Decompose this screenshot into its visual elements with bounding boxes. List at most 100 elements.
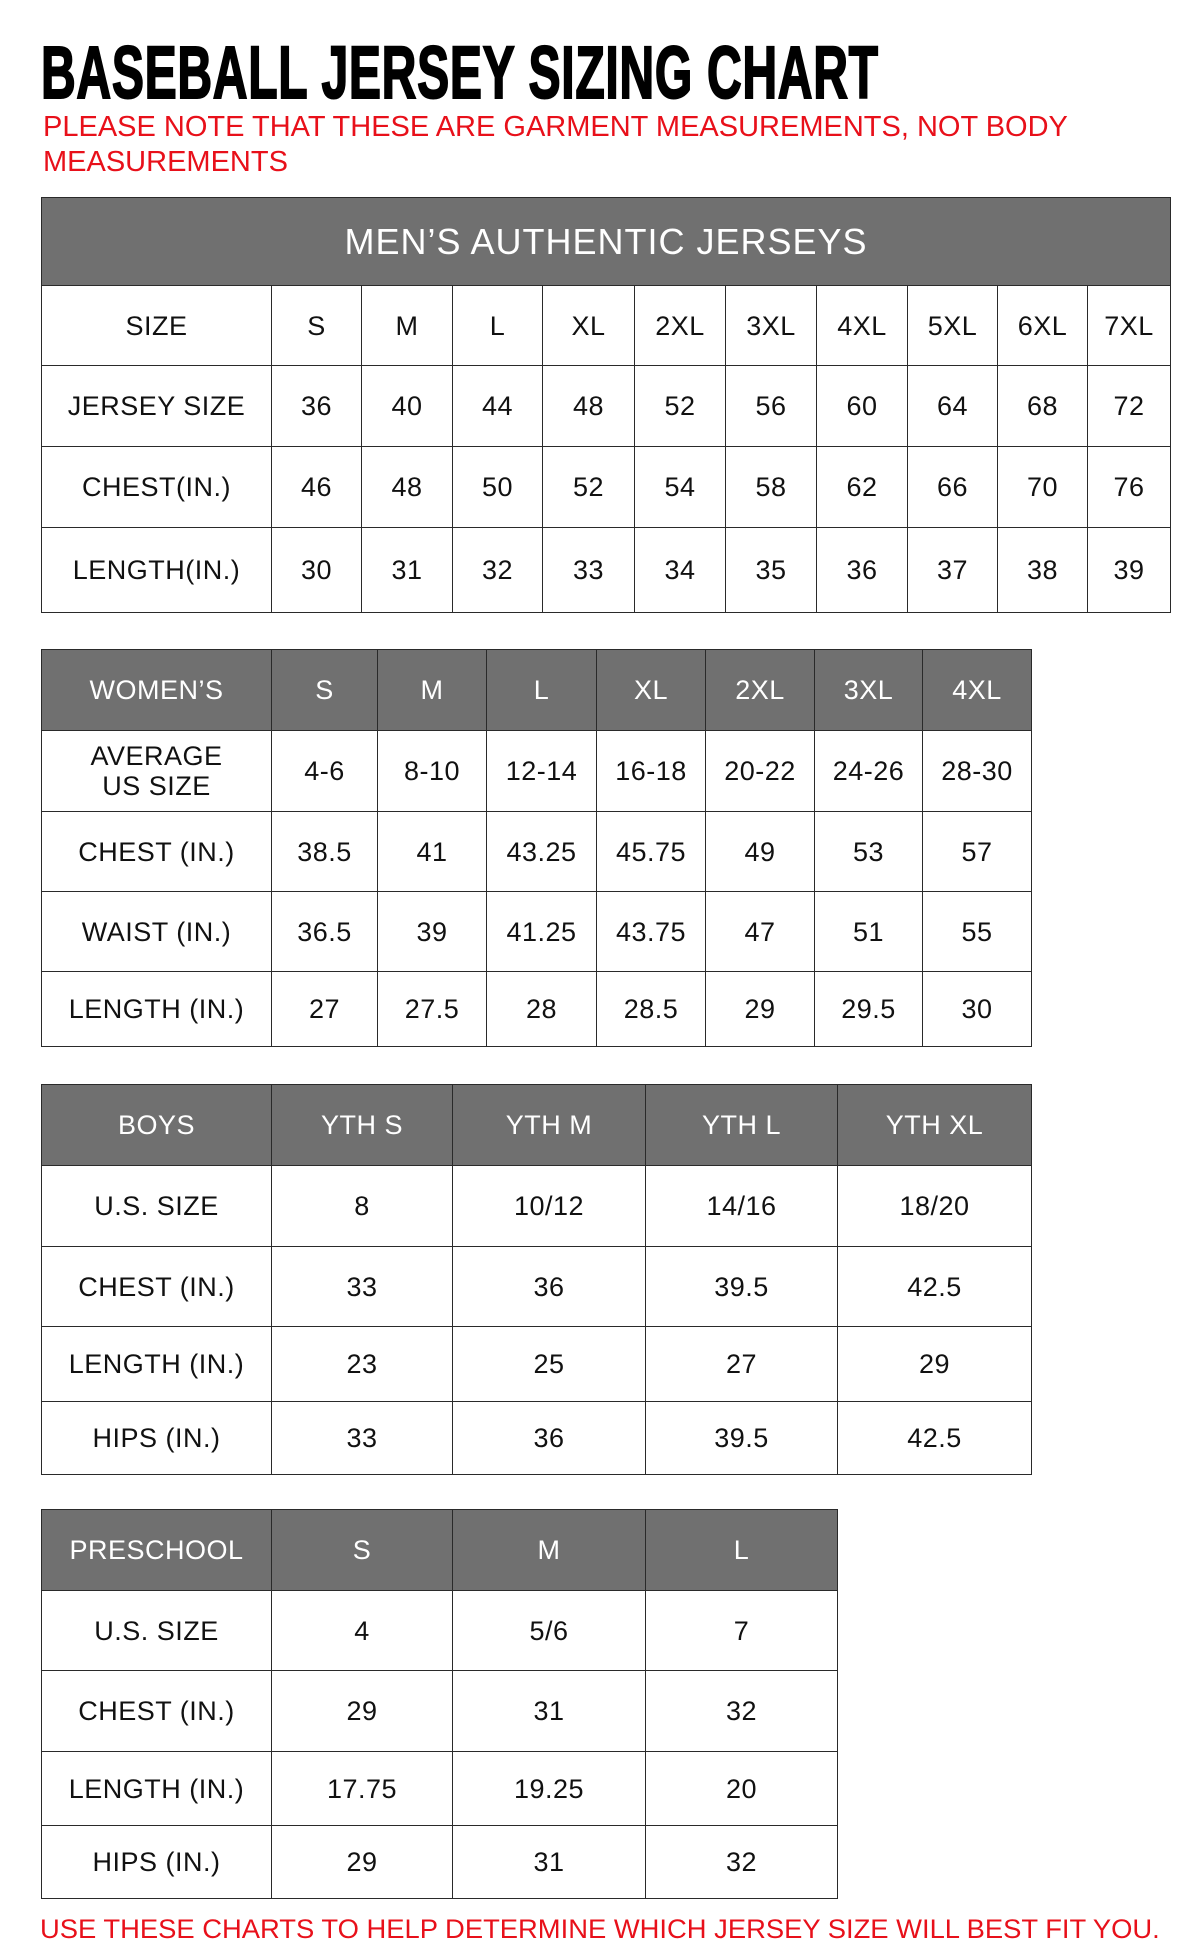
measurement-value: 72 bbox=[1086, 365, 1172, 447]
size-header-cell: 3XL bbox=[725, 285, 817, 366]
size-header-cell: YTH XL bbox=[837, 1084, 1032, 1166]
measurement-value: 48 bbox=[542, 365, 635, 447]
measurement-value: 70 bbox=[997, 446, 1088, 528]
measurement-value: 29 bbox=[271, 1670, 453, 1752]
measurement-value: 42.5 bbox=[837, 1401, 1032, 1475]
header-row: SIZE S M L XL 2XL 3XL 4XL 5XL 6XL 7XL bbox=[41, 285, 1172, 366]
measurement-value: 19.25 bbox=[452, 1751, 646, 1826]
row-header-cell: BOYS bbox=[41, 1084, 272, 1166]
measurement-value: 28.5 bbox=[596, 971, 706, 1047]
measurement-value: 33 bbox=[271, 1401, 453, 1475]
measurement-value: 38 bbox=[997, 527, 1088, 613]
measurement-value: 43.25 bbox=[486, 811, 597, 892]
table-row: U.S. SIZE 4 5/6 7 bbox=[41, 1590, 838, 1671]
footer-note: USE THESE CHARTS TO HELP DETERMINE WHICH… bbox=[40, 1914, 1160, 1944]
measurement-value: 56 bbox=[725, 365, 817, 447]
measurement-value: 50 bbox=[452, 446, 543, 528]
measurement-value: 10/12 bbox=[452, 1165, 646, 1247]
measurement-value: 29 bbox=[837, 1326, 1032, 1402]
measurement-label: LENGTH(IN.) bbox=[41, 527, 272, 613]
measurement-value: 42.5 bbox=[837, 1246, 1032, 1327]
measurement-value: 68 bbox=[997, 365, 1088, 447]
size-header-cell: 7XL bbox=[1086, 285, 1172, 366]
size-header-cell: M bbox=[361, 285, 453, 366]
size-header-cell: M bbox=[377, 649, 487, 731]
size-header-cell: S bbox=[271, 649, 378, 731]
table-row: JERSEY SIZE 36 40 44 48 52 56 60 64 68 72 bbox=[41, 365, 1172, 447]
measurement-value: 64 bbox=[907, 365, 998, 447]
size-header-cell: 6XL bbox=[997, 285, 1088, 366]
size-header-cell: YTH M bbox=[452, 1084, 646, 1166]
measurement-value: 33 bbox=[271, 1246, 453, 1327]
measurement-value: 17.75 bbox=[271, 1751, 453, 1826]
measurement-value: 23 bbox=[271, 1326, 453, 1402]
table-row: AVERAGE US SIZE 4-6 8-10 12-14 16-18 20-22 24-… bbox=[41, 730, 1032, 812]
size-header-cell: S bbox=[271, 1509, 453, 1591]
measurement-value: 32 bbox=[645, 1670, 838, 1752]
measurement-label: LENGTH (IN.) bbox=[41, 971, 272, 1047]
measurement-value: 37 bbox=[907, 527, 998, 613]
measurement-value: 36 bbox=[271, 365, 362, 447]
measurement-value: 29 bbox=[705, 971, 815, 1047]
measurement-value: 54 bbox=[634, 446, 726, 528]
header-row: BOYS YTH S YTH M YTH L YTH XL bbox=[41, 1084, 1032, 1166]
size-header-cell: 4XL bbox=[922, 649, 1032, 731]
table-row: U.S. SIZE 8 10/12 14/16 18/20 bbox=[41, 1165, 1032, 1247]
measurement-value: 66 bbox=[907, 446, 998, 528]
table-row: LENGTH (IN.) 17.75 19.25 20 bbox=[41, 1751, 838, 1826]
header-row: PRESCHOOL S M L bbox=[41, 1509, 838, 1591]
measurement-label: JERSEY SIZE bbox=[41, 365, 272, 447]
measurement-value: 41.25 bbox=[486, 891, 597, 972]
table-row: CHEST (IN.) 38.5 41 43.25 45.75 49 53 57 bbox=[41, 811, 1032, 892]
size-header-cell: S bbox=[271, 285, 362, 366]
preschool-table: PRESCHOOL S M L U.S. SIZE 4 5/6 7 CHEST (IN.) 29 3… bbox=[41, 1509, 838, 1899]
measurement-label: CHEST (IN.) bbox=[41, 811, 272, 892]
measurement-value: 29.5 bbox=[814, 971, 923, 1047]
measurement-value: 52 bbox=[542, 446, 635, 528]
measurement-label: LENGTH (IN.) bbox=[41, 1751, 272, 1826]
measurement-value: 4 bbox=[271, 1590, 453, 1671]
size-header-cell: L bbox=[486, 649, 597, 731]
row-header-cell: SIZE bbox=[41, 285, 272, 366]
table-row: WAIST (IN.) 36.5 39 41.25 43.75 47 51 55 bbox=[41, 891, 1032, 972]
measurement-value: 27 bbox=[271, 971, 378, 1047]
measurement-value: 27 bbox=[645, 1326, 838, 1402]
measurement-value: 35 bbox=[725, 527, 817, 613]
measurement-value: 5/6 bbox=[452, 1590, 646, 1671]
size-header-cell: XL bbox=[542, 285, 635, 366]
measurement-value: 8 bbox=[271, 1165, 453, 1247]
measurement-value: 39.5 bbox=[645, 1246, 838, 1327]
measurement-value: 45.75 bbox=[596, 811, 706, 892]
table-row: CHEST(IN.) 46 48 50 52 54 58 62 66 70 76 bbox=[41, 446, 1172, 528]
table-row: HIPS (IN.) 33 36 39.5 42.5 bbox=[41, 1401, 1032, 1475]
measurement-value: 27.5 bbox=[377, 971, 487, 1047]
measurement-value: 36 bbox=[816, 527, 908, 613]
size-header-cell: YTH S bbox=[271, 1084, 453, 1166]
measurement-value: 53 bbox=[814, 811, 923, 892]
measurement-value: 8-10 bbox=[377, 730, 487, 812]
size-header-cell: 3XL bbox=[814, 649, 923, 731]
boys-table: BOYS YTH S YTH M YTH L YTH XL U.S. SIZE 8 10/12… bbox=[41, 1084, 1032, 1475]
measurement-value: 76 bbox=[1086, 446, 1172, 528]
measurement-value: 44 bbox=[452, 365, 543, 447]
table-row: CHEST (IN.) 33 36 39.5 42.5 bbox=[41, 1246, 1032, 1327]
measurement-label: WAIST (IN.) bbox=[41, 891, 272, 972]
measurement-label: CHEST (IN.) bbox=[41, 1246, 272, 1327]
table-banner: MEN’S AUTHENTIC JERSEYS bbox=[40, 197, 1172, 286]
measurement-value: 12-14 bbox=[486, 730, 597, 812]
page-title: BASEBALL JERSEY SIZING CHART bbox=[40, 30, 879, 115]
measurement-label: AVERAGE US SIZE bbox=[41, 730, 272, 812]
measurement-label: U.S. SIZE bbox=[41, 1165, 272, 1247]
table-row: CHEST (IN.) 29 31 32 bbox=[41, 1670, 838, 1752]
size-header-cell: 2XL bbox=[705, 649, 815, 731]
measurement-value: 51 bbox=[814, 891, 923, 972]
measurement-value: 36.5 bbox=[271, 891, 378, 972]
measurement-value: 32 bbox=[645, 1825, 838, 1899]
measurement-value: 24-26 bbox=[814, 730, 923, 812]
measurement-value: 39 bbox=[1086, 527, 1172, 613]
size-header-cell: L bbox=[452, 285, 543, 366]
measurement-value: 30 bbox=[271, 527, 362, 613]
measurement-label: HIPS (IN.) bbox=[41, 1825, 272, 1899]
size-header-cell: M bbox=[452, 1509, 646, 1591]
table-row: LENGTH (IN.) 27 27.5 28 28.5 29 29.5 30 bbox=[41, 971, 1032, 1047]
